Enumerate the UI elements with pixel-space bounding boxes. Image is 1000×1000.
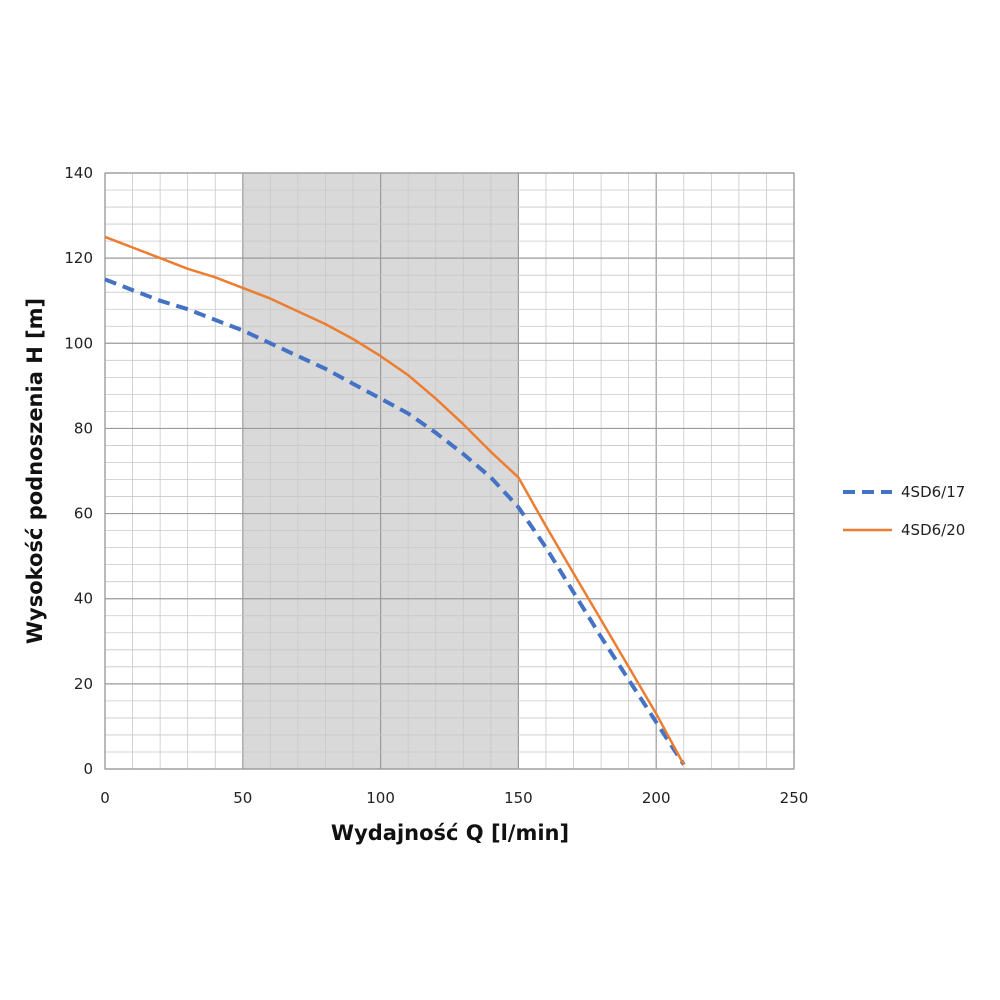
y-tick-label: 20 [74,675,93,693]
series-line-1 [104,277,686,766]
y-tick-label: 40 [74,590,93,608]
legend-label-1: 4SD6/17 [901,483,965,501]
y-tick-label: 60 [74,505,93,523]
series-line-2 [104,235,685,766]
y-tick-label: 80 [74,419,93,437]
x-tick-label: 0 [100,789,110,807]
y-tick-label: 120 [64,249,93,267]
x-tick-label: 150 [504,789,533,807]
plot-frame [104,172,795,770]
y-tick-label: 140 [64,164,93,182]
y-axis-title: Wysokość podnoszenia H [m] [23,298,47,644]
x-tick-label: 200 [642,789,671,807]
x-axis-ticks: 0 50 100 150 200 250 [100,789,808,807]
series-lines [104,235,686,766]
x-tick-label: 250 [780,789,809,807]
legend: 4SD6/17 4SD6/20 [843,483,965,539]
grid [104,172,795,770]
y-axis-ticks: 0 20 40 60 80 100 120 140 [64,164,93,778]
legend-label-2: 4SD6/20 [901,521,965,539]
y-tick-label: 100 [64,334,93,352]
x-axis-title: Wydajność Q [l/min] [331,821,569,845]
x-tick-label: 50 [233,789,252,807]
y-tick-label: 0 [83,760,93,778]
x-tick-label: 100 [366,789,395,807]
